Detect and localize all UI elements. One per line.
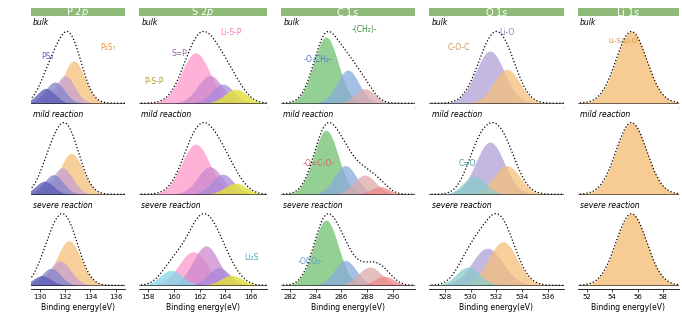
Text: Li-S/Li-O: Li-S/Li-O — [608, 38, 638, 44]
Text: -(CH₂)-: -(CH₂)- — [351, 25, 377, 34]
Text: bulk: bulk — [284, 18, 299, 28]
Text: severe reaction: severe reaction — [284, 201, 343, 210]
X-axis label: Binding energy(eV): Binding energy(eV) — [591, 303, 665, 311]
Text: P $\it{2p}$: P $\it{2p}$ — [66, 5, 89, 19]
Text: P-S-P: P-S-P — [145, 77, 164, 86]
X-axis label: Binding energy(eV): Binding energy(eV) — [166, 303, 240, 311]
Text: C $\it{1s}$: C $\it{1s}$ — [336, 6, 359, 18]
Text: bulk: bulk — [580, 18, 596, 28]
Text: severe reaction: severe reaction — [580, 201, 640, 210]
Text: bulk: bulk — [432, 18, 448, 28]
Text: C-O-C: C-O-C — [447, 43, 470, 52]
Text: P₂S₇: P₂S₇ — [100, 43, 115, 52]
Text: severe reaction: severe reaction — [33, 201, 92, 210]
Text: mild reaction: mild reaction — [432, 110, 482, 119]
Text: C=O: C=O — [458, 159, 475, 168]
Text: Li $\it{1s}$: Li $\it{1s}$ — [616, 6, 640, 18]
Text: bulk: bulk — [141, 18, 158, 28]
Text: S $\it{2p}$: S $\it{2p}$ — [191, 5, 214, 19]
Text: -O-CH₂-: -O-CH₂- — [304, 55, 333, 64]
Text: severe reaction: severe reaction — [432, 201, 492, 210]
Text: O $\it{1s}$: O $\it{1s}$ — [484, 6, 508, 18]
Text: mild reaction: mild reaction — [141, 110, 192, 119]
Text: Li₂S: Li₂S — [244, 253, 258, 262]
X-axis label: Binding energy(eV): Binding energy(eV) — [311, 303, 385, 311]
Text: -O=C-O-: -O=C-O- — [302, 159, 335, 168]
Text: PS₄: PS₄ — [42, 52, 54, 61]
Text: Li-S-P: Li-S-P — [220, 28, 241, 37]
Text: S=P: S=P — [172, 49, 188, 58]
Text: mild reaction: mild reaction — [284, 110, 333, 119]
Text: Li-O: Li-O — [499, 28, 515, 37]
Text: bulk: bulk — [33, 18, 49, 28]
X-axis label: Binding energy(eV): Binding energy(eV) — [460, 303, 533, 311]
X-axis label: Binding energy(eV): Binding energy(eV) — [41, 303, 115, 311]
Text: mild reaction: mild reaction — [33, 110, 83, 119]
Text: -OCO₂-: -OCO₂- — [297, 257, 323, 266]
Text: severe reaction: severe reaction — [141, 201, 201, 210]
Text: mild reaction: mild reaction — [580, 110, 630, 119]
